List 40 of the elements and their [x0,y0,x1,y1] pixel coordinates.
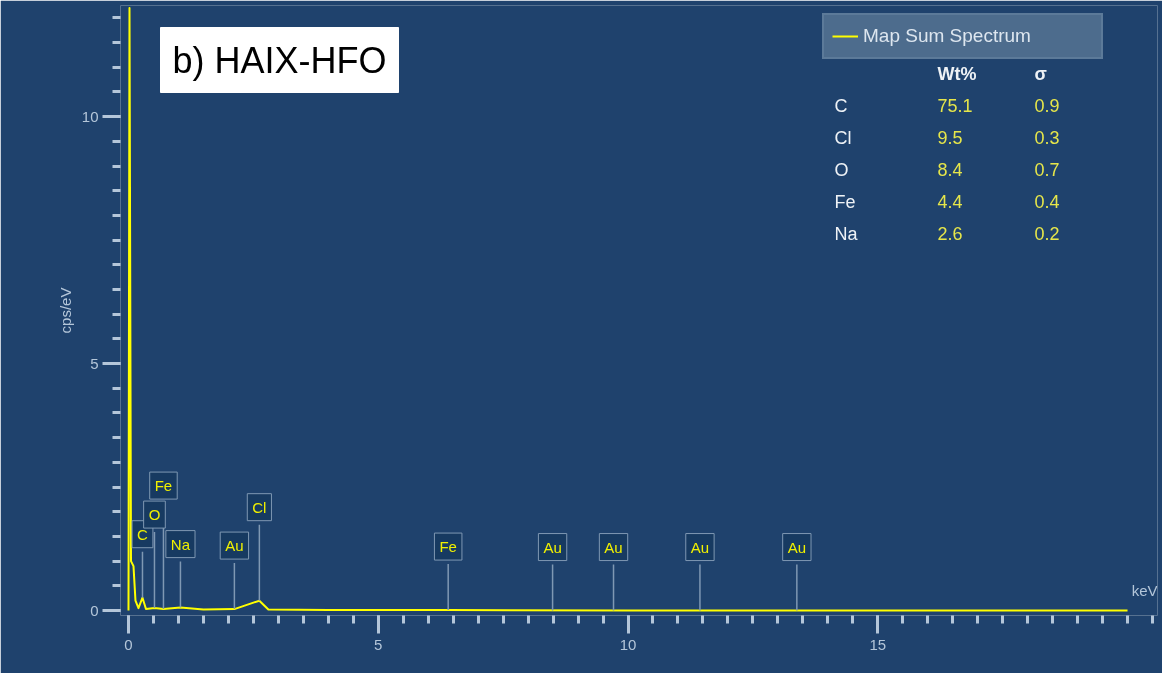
annotation: Wt% [937,63,977,84]
annotation: Fe [154,477,173,495]
y-axis-title: cps/eV [56,287,74,334]
annotation: Au [225,537,244,555]
annotation: σ [1034,63,1047,84]
annotation: 0.7 [1034,160,1060,180]
annotation: Au [690,538,710,556]
annotation: Au [543,538,562,556]
annotation: 0.4 [1034,192,1060,212]
annotation: O [148,506,161,524]
annotation: 9.5 [937,128,963,148]
y-tick-label: 10 [81,107,99,125]
line-series [127,6,1129,612]
annotation: 4.4 [937,192,963,212]
x-tick-label: 10 [619,635,637,653]
x-tick-label: 0 [124,635,133,653]
annotation: Cl [252,498,267,516]
text: b) HAIX-HFO [172,39,387,81]
annotation: Na [170,535,191,553]
annotation: 75.1 [937,96,973,116]
annotation: O [834,159,849,180]
annotation: Na [834,223,859,244]
y-tick-label: 0 [90,601,99,619]
annotation: 2.6 [937,224,963,244]
x-tick-label: 15 [869,635,887,653]
y-tick-label: 5 [90,354,99,372]
annotation: Cl [834,127,852,148]
annotation: 8.4 [937,160,963,180]
legend-label: Map Sum Spectrum [863,25,1032,47]
annotation: 0.2 [1034,224,1060,244]
annotation: C [137,525,149,543]
x-axis-title: keV [1131,581,1158,599]
annotation: C [834,95,848,116]
annotation: Au [787,538,807,556]
annotation: 0.3 [1034,128,1060,148]
annotation: Au [604,538,623,556]
annotation: 0.9 [1034,96,1060,116]
annotation: Fe [439,538,457,556]
annotation: Fe [834,191,856,212]
x-tick-label: 5 [374,635,383,653]
